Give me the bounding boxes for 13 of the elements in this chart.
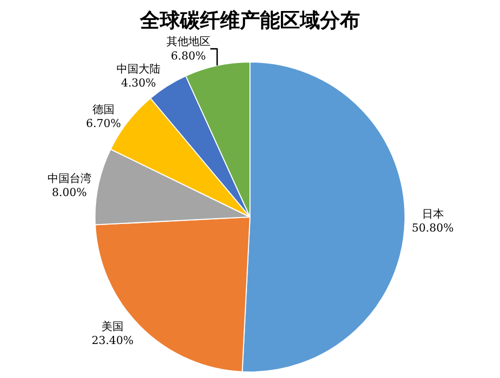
slice-label: 中国大陆	[116, 62, 161, 76]
chart-title: 全球碳纤维产能区域分布	[139, 8, 360, 32]
slice-label: 其他地区	[166, 35, 210, 48]
data-label: 50.80%	[412, 222, 454, 235]
data-label: 8.00%	[52, 186, 87, 200]
slice-label: 德国	[92, 102, 115, 116]
data-label: 6.80%	[170, 49, 206, 62]
data-label: 6.70%	[86, 117, 121, 130]
data-label: 4.30%	[121, 76, 156, 90]
slice-label: 日本	[422, 207, 444, 220]
data-label: 23.40%	[92, 334, 134, 348]
slice-label: 中国台湾	[47, 172, 92, 185]
slice-label: 美国	[102, 320, 124, 333]
